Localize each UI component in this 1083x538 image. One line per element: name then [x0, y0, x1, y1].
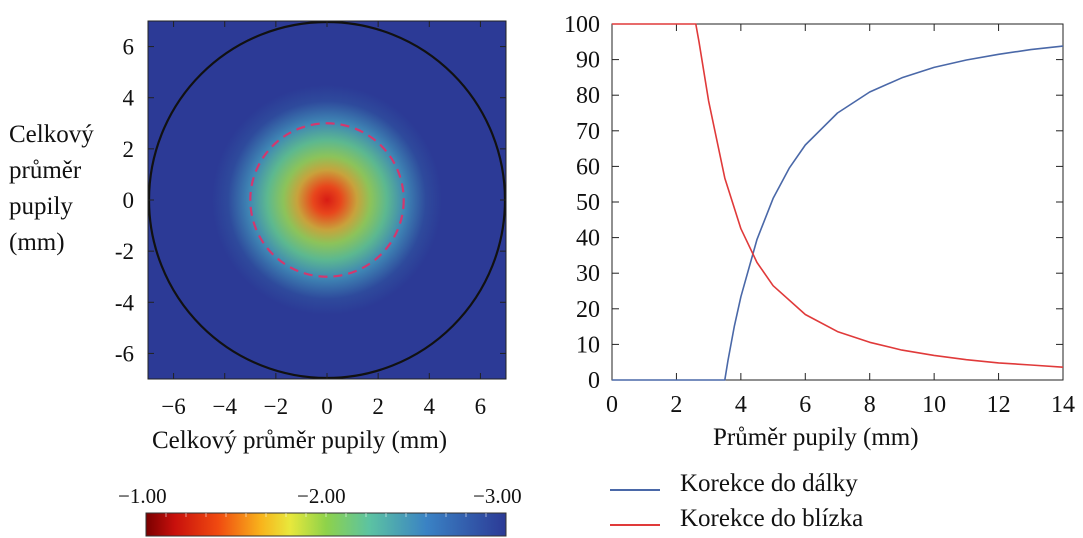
lineplot-ytick-label: 70 [576, 119, 600, 145]
lineplot-frame [611, 23, 1064, 381]
heatmap-ytick-label: -2 [115, 239, 134, 264]
heatmap-xtick-label: 4 [424, 394, 436, 419]
series-line-near [612, 23, 1064, 368]
heatmap-ytick-label: -6 [115, 341, 134, 366]
lineplot-ytick-label: 50 [576, 190, 600, 216]
lineplot-xtick-label: 6 [799, 392, 811, 418]
heatmap-ytick-label: 6 [123, 35, 135, 60]
heatmap-ylabel-line: Celkový [9, 121, 94, 148]
legend-swatch-near [610, 524, 660, 526]
lineplot-xtick-label: 14 [1051, 392, 1075, 418]
lineplot-ytick-label: 10 [576, 332, 600, 358]
heatmap-xtick-label: −4 [212, 394, 237, 419]
heatmap-xtick-label: 2 [372, 394, 384, 419]
lineplot-xtick-label: 2 [670, 392, 682, 418]
heatmap-xtick-label: 6 [475, 394, 487, 419]
lineplot-ytick-label: 100 [564, 12, 600, 38]
series-line-distance [612, 45, 1064, 381]
heatmap-ylabel-line: průměr [9, 157, 82, 184]
lineplot-ytick-label: 0 [588, 368, 600, 394]
lineplot-xtick-label: 10 [922, 392, 946, 418]
heatmap-ylabel-line: (mm) [9, 229, 65, 256]
lineplot-ytick-label: 60 [576, 154, 600, 180]
legend-label-distance: Korekce do dálky [680, 470, 858, 497]
heatmap-ytick-label: 4 [123, 86, 135, 111]
lineplot-xtick-label: 12 [987, 392, 1011, 418]
heatmap-xtick-label: −2 [264, 394, 288, 419]
heatmap-xlabel: Celkový průměr pupily (mm) [152, 427, 448, 454]
lineplot-xlabel: Průměr pupily (mm) [713, 424, 919, 451]
lineplot-ytick-label: 30 [576, 261, 600, 287]
lineplot-xtick-label: 0 [606, 392, 618, 418]
legend-swatch-distance [610, 489, 660, 491]
lineplot-ytick-label: 90 [576, 48, 600, 74]
heatmap-ylabel-line: pupily [9, 193, 73, 220]
lineplot-ytick-label: 20 [576, 297, 600, 323]
heatmap-xtick-label: 0 [321, 394, 333, 419]
lineplot-xtick-label: 4 [735, 392, 747, 418]
heatmap-ytick-label: 0 [123, 188, 135, 213]
colorbar-label-max: −3.00 [473, 484, 522, 508]
legend-label-near: Korekce do blízka [680, 505, 864, 532]
heatmap-xtick-label: −6 [161, 394, 185, 419]
heatmap-intensity-field [211, 84, 443, 316]
heatmap-dashed-circle [249, 122, 405, 278]
colorbar-label-mid: −2.00 [297, 484, 346, 508]
lineplot-xtick-label: 8 [864, 392, 876, 418]
colorbar-label-min: −1.00 [118, 484, 167, 508]
lineplot-ytick-label: 40 [576, 226, 600, 252]
heatmap-ytick-label: -4 [115, 290, 135, 315]
heatmap-ytick-label: 2 [123, 137, 135, 162]
lineplot-ytick-label: 80 [576, 83, 600, 109]
